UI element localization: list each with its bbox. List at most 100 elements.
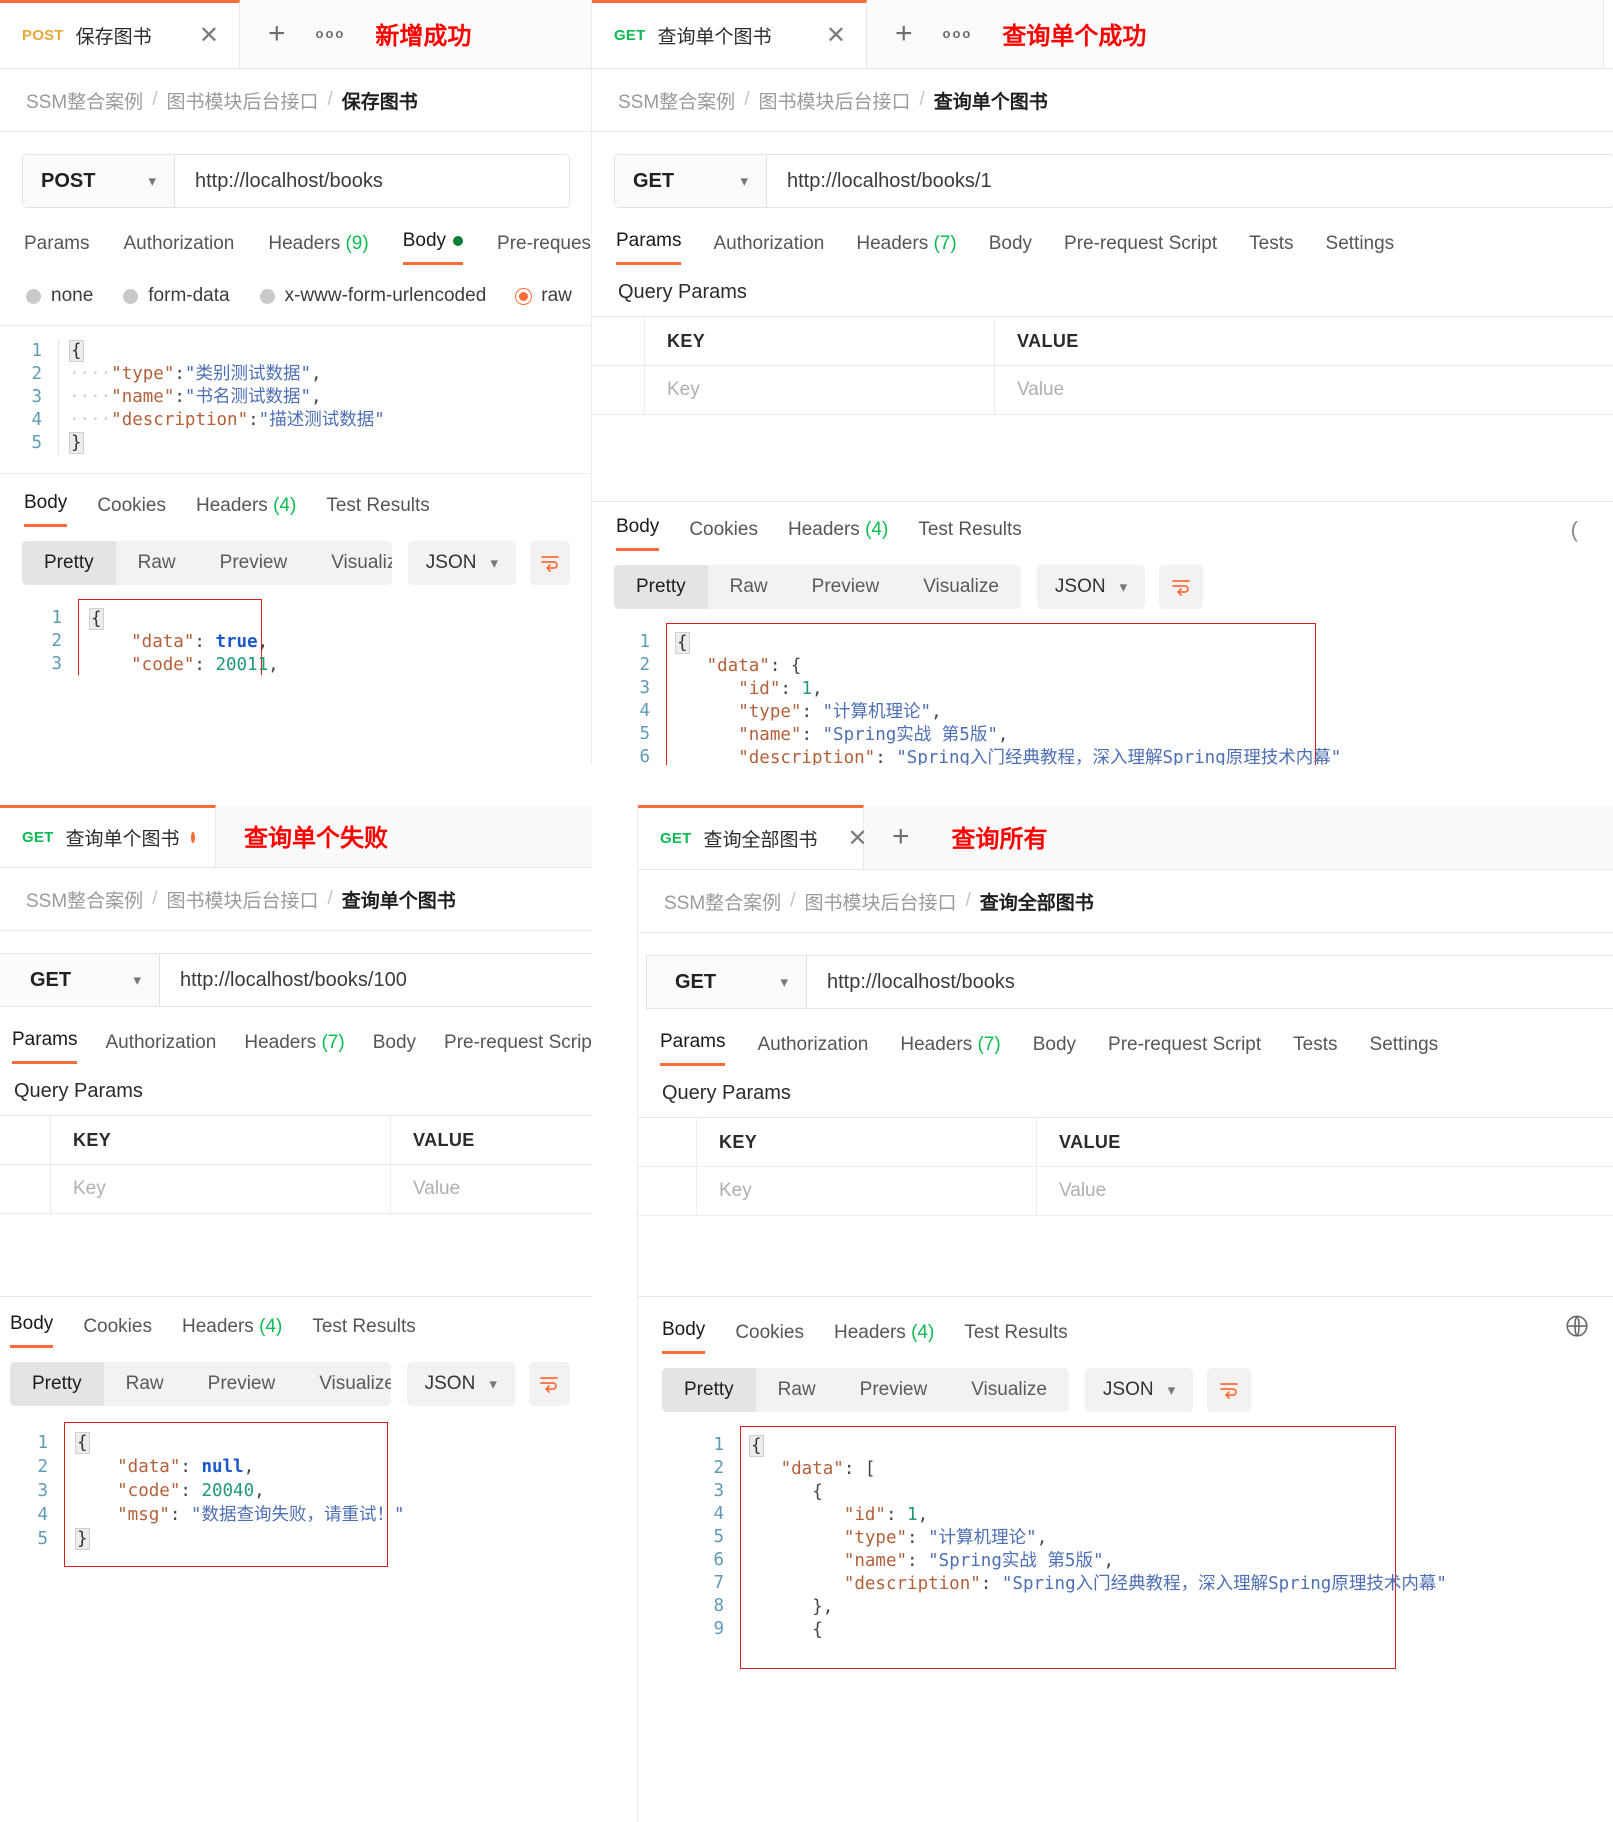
param-key-input[interactable]: Key: [51, 1165, 391, 1213]
url-input[interactable]: http://localhost/books: [807, 956, 1613, 1008]
tab-headers[interactable]: Headers (7): [244, 1032, 344, 1064]
resp-tab-test-results[interactable]: Test Results: [312, 1316, 415, 1348]
breadcrumb-folder[interactable]: 图书模块后台接口: [166, 91, 319, 113]
url-input[interactable]: http://localhost/books/1: [767, 155, 1613, 207]
row-checkbox-cell[interactable]: [638, 1167, 697, 1215]
fold-marker-icon[interactable]: {: [75, 1432, 90, 1454]
close-icon[interactable]: ✕: [825, 21, 846, 49]
tab-get-one-book[interactable]: GET 查询单个图书 ✕: [592, 0, 867, 68]
resp-tab-headers[interactable]: Headers (4): [196, 495, 296, 527]
word-wrap-icon[interactable]: [530, 541, 570, 585]
tab-headers[interactable]: Headers (7): [856, 233, 956, 265]
resp-tab-headers[interactable]: Headers (4): [788, 519, 888, 551]
response-format-select[interactable]: JSON ▾: [407, 541, 517, 585]
radio-form-data[interactable]: form-data: [123, 285, 230, 307]
fold-marker-icon[interactable]: {: [749, 1435, 764, 1457]
param-value-input[interactable]: Value: [1059, 1180, 1107, 1201]
table-row[interactable]: Key Value: [638, 1167, 1613, 1216]
resp-tab-cookies[interactable]: Cookies: [83, 1316, 152, 1348]
param-value-input[interactable]: Value: [1017, 379, 1065, 400]
select-all-checkbox-cell[interactable]: [0, 1116, 51, 1164]
param-key-input[interactable]: Key: [697, 1167, 1037, 1215]
tab-pre-request-script[interactable]: Pre-request Script: [497, 233, 592, 265]
tab-params[interactable]: Params: [24, 233, 89, 265]
tab-pre-request-script[interactable]: Pre-request Script: [1064, 233, 1217, 265]
tab-get-one-book-unsaved[interactable]: GET 查询单个图书: [0, 805, 216, 867]
more-options-icon[interactable]: ooo: [315, 26, 346, 41]
resp-tab-test-results[interactable]: Test Results: [326, 495, 429, 527]
breadcrumb-folder[interactable]: 图书模块后台接口: [758, 91, 911, 113]
breadcrumb-root[interactable]: SSM整合案例: [26, 890, 144, 912]
tab-save-book[interactable]: POST 保存图书 ✕: [0, 0, 240, 68]
tab-body[interactable]: Body: [373, 1032, 416, 1064]
param-value-input[interactable]: Value: [413, 1178, 461, 1199]
table-row[interactable]: Key Value: [0, 1165, 592, 1214]
tab-body[interactable]: Body: [1033, 1034, 1076, 1066]
view-raw[interactable]: Raw: [777, 1379, 816, 1400]
view-raw[interactable]: Raw: [125, 1373, 164, 1394]
select-all-checkbox-cell[interactable]: [592, 317, 645, 365]
view-preview[interactable]: Preview: [811, 576, 880, 597]
fold-marker-icon[interactable]: {: [69, 340, 84, 362]
radio-x-www-form-urlencoded[interactable]: x-www-form-urlencoded: [259, 285, 486, 307]
select-all-checkbox-cell[interactable]: [638, 1118, 697, 1166]
tab-tests[interactable]: Tests: [1293, 1034, 1337, 1066]
tab-authorization[interactable]: Authorization: [757, 1034, 868, 1066]
method-select[interactable]: GET ▾: [615, 155, 767, 207]
tab-body[interactable]: Body: [402, 230, 464, 265]
tab-headers[interactable]: Headers (9): [268, 233, 368, 265]
view-pretty[interactable]: Pretty: [22, 541, 116, 585]
fold-marker-icon[interactable]: }: [75, 1528, 90, 1550]
resp-tab-cookies[interactable]: Cookies: [735, 1322, 804, 1354]
word-wrap-icon[interactable]: [1207, 1368, 1252, 1412]
tab-pre-request-script[interactable]: Pre-request Script: [444, 1032, 592, 1064]
tab-params[interactable]: Params: [616, 230, 682, 265]
view-raw[interactable]: Raw: [729, 576, 768, 597]
tab-params[interactable]: Params: [660, 1031, 726, 1066]
word-wrap-icon[interactable]: [528, 1362, 570, 1406]
resp-tab-cookies[interactable]: Cookies: [97, 495, 166, 527]
new-tab-plus-icon[interactable]: +: [895, 16, 913, 50]
resp-tab-headers[interactable]: Headers (4): [182, 1316, 282, 1348]
radio-raw[interactable]: raw: [516, 285, 572, 307]
param-key-input[interactable]: Key: [645, 366, 995, 414]
view-visualize[interactable]: Visualize: [319, 1373, 391, 1394]
tab-headers[interactable]: Headers (7): [900, 1034, 1000, 1066]
request-body-editor[interactable]: 1 2 3 4 5 { ····"type":"类别测试数据", ····"na…: [0, 326, 592, 463]
resp-tab-cookies[interactable]: Cookies: [689, 519, 758, 551]
tab-params[interactable]: Params: [12, 1029, 78, 1064]
breadcrumb-root[interactable]: SSM整合案例: [618, 91, 736, 113]
view-visualize[interactable]: Visualize: [971, 1379, 1047, 1400]
tab-authorization[interactable]: Authorization: [123, 233, 234, 265]
tab-body[interactable]: Body: [989, 233, 1032, 265]
breadcrumb-root[interactable]: SSM整合案例: [664, 892, 782, 914]
tab-settings[interactable]: Settings: [1370, 1034, 1439, 1066]
view-preview[interactable]: Preview: [859, 1379, 928, 1400]
resp-tab-headers[interactable]: Headers (4): [834, 1322, 934, 1354]
response-format-select[interactable]: JSON ▾: [1084, 1368, 1194, 1412]
breadcrumb-root[interactable]: SSM整合案例: [26, 91, 144, 113]
view-pretty[interactable]: Pretty: [10, 1362, 104, 1406]
view-pretty[interactable]: Pretty: [614, 565, 708, 609]
close-icon[interactable]: ✕: [198, 21, 219, 49]
url-input[interactable]: http://localhost/books: [175, 155, 569, 207]
close-icon[interactable]: ✕: [847, 824, 868, 852]
new-tab-plus-icon[interactable]: +: [268, 16, 286, 50]
method-select[interactable]: GET ▾: [0, 954, 160, 1006]
tab-settings[interactable]: Settings: [1326, 233, 1395, 265]
more-options-icon[interactable]: ooo: [942, 26, 973, 41]
resp-tab-test-results[interactable]: Test Results: [964, 1322, 1067, 1354]
word-wrap-icon[interactable]: [1159, 565, 1204, 609]
view-pretty[interactable]: Pretty: [662, 1368, 756, 1412]
tab-get-all-books[interactable]: GET 查询全部图书 ✕: [638, 805, 868, 869]
resp-tab-body[interactable]: Body: [662, 1319, 706, 1354]
method-select[interactable]: POST ▾: [23, 155, 175, 207]
response-format-select[interactable]: JSON ▾: [406, 1362, 515, 1406]
fold-marker-icon[interactable]: {: [89, 608, 104, 630]
tab-authorization[interactable]: Authorization: [713, 233, 824, 265]
resp-tab-body[interactable]: Body: [24, 492, 68, 527]
view-raw[interactable]: Raw: [137, 552, 176, 573]
method-select[interactable]: GET ▾: [647, 956, 807, 1008]
unsaved-dot-icon[interactable]: [191, 832, 195, 843]
response-format-select[interactable]: JSON ▾: [1036, 565, 1146, 609]
